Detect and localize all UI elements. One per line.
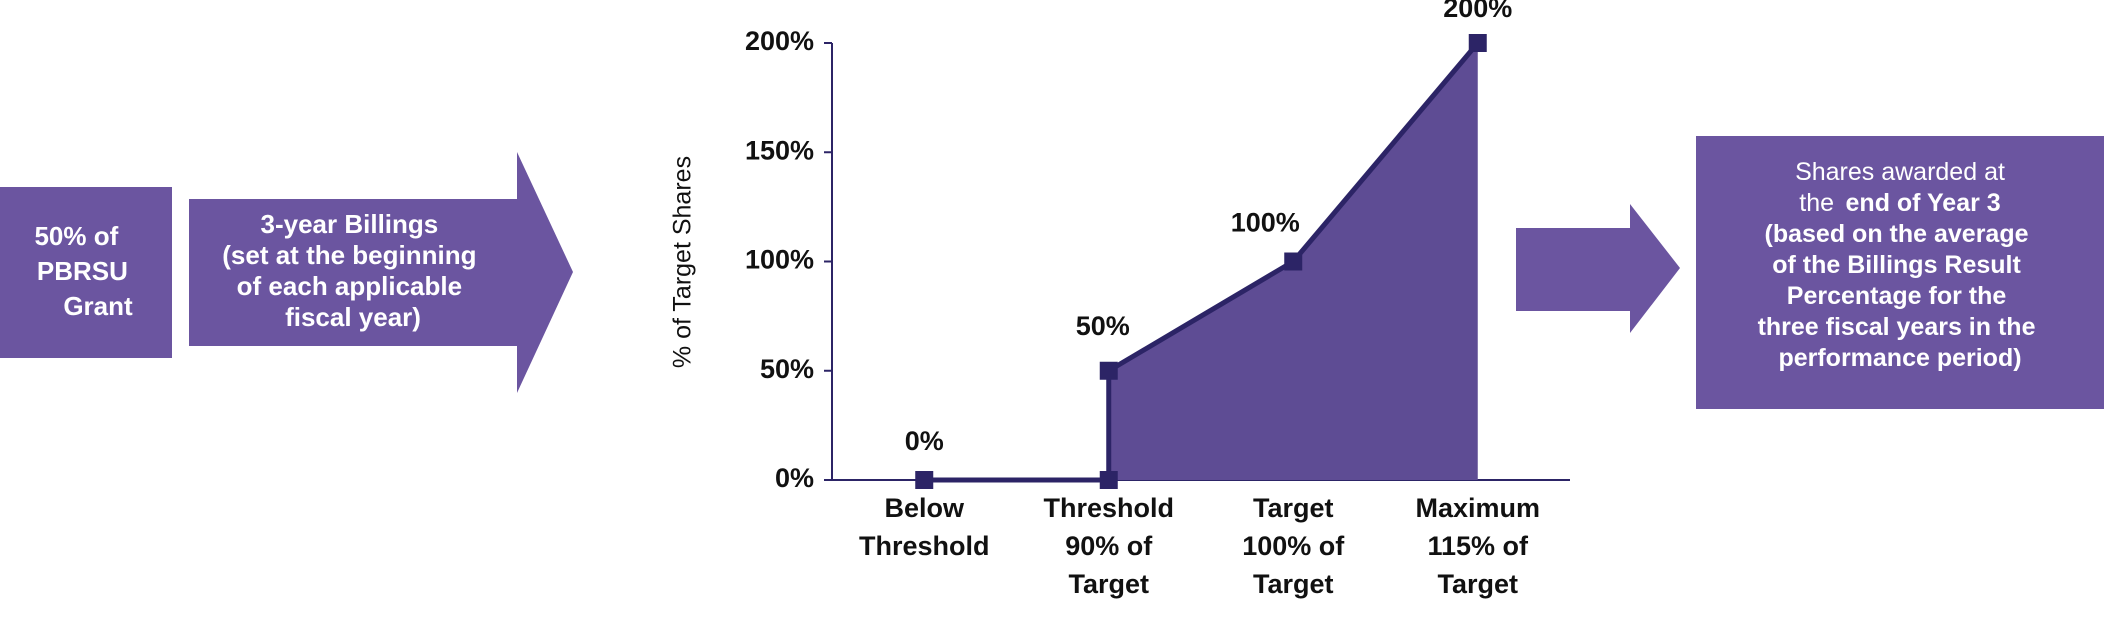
x-tick-line: Below — [884, 493, 965, 523]
line-segment — [1107, 259, 1295, 373]
marker — [1468, 34, 1487, 52]
shares-line: the — [1799, 189, 1834, 217]
value-label: 50% — [1076, 311, 1130, 341]
grant-line: PBRSU — [37, 256, 128, 286]
x-tick-label: Maximum 115% of Target — [1415, 493, 1540, 599]
shares-box — [1696, 136, 2104, 409]
billings-line: 3-year Billings — [261, 209, 439, 239]
x-tick-line: Target — [1253, 493, 1334, 523]
line-segment — [1291, 41, 1480, 264]
marker — [915, 471, 934, 489]
shares-line: Shares awarded at — [1795, 158, 2005, 186]
grant-box — [0, 187, 172, 358]
x-tick-label: Threshold 90% of Target — [1043, 493, 1174, 599]
x-tick-line: Target — [1068, 569, 1149, 599]
y-axis-title: % of Target Shares — [669, 156, 697, 368]
billings-arrow — [189, 152, 573, 393]
grant-line: 50% of — [34, 221, 118, 251]
shares-emphasis: end of Year 3 — [1846, 189, 2001, 217]
x-tick-line: Target — [1437, 569, 1518, 599]
value-label: 100% — [1231, 208, 1300, 238]
x-tick-line: Threshold — [859, 531, 990, 561]
x-tick-label: Below Threshold — [859, 493, 990, 561]
x-tick-line: Threshold — [1043, 493, 1174, 523]
shares-text: (based on the average of the Billings Re… — [1758, 220, 2043, 372]
billings-line: fiscal year) — [285, 302, 421, 332]
grant-line: Grant — [63, 291, 133, 321]
y-tick-label: 0% — [775, 463, 814, 493]
shares-line: (based on the average — [1765, 220, 2029, 248]
shares-text: the end of Year 3 — [1799, 189, 2000, 217]
y-tick-label: 50% — [760, 354, 814, 384]
shares-line: Percentage for the — [1787, 282, 2007, 310]
x-tick-line: 90% of — [1065, 531, 1153, 561]
billings-line: (set at the beginning — [222, 240, 476, 270]
y-tick-label: 150% — [745, 135, 814, 165]
billings-line: of each applicable — [237, 271, 462, 301]
x-tick-line: Maximum — [1415, 493, 1540, 523]
chart: 0%50%100%150%200%Below ThresholdThreshold… — [745, 0, 1570, 599]
y-tick-label: 100% — [745, 245, 814, 275]
marker — [1284, 252, 1303, 271]
shares-text: Shares awarded at — [1795, 158, 2005, 186]
shares-line: performance period) — [1778, 344, 2021, 372]
value-label: 0% — [905, 426, 944, 456]
x-tick-line: 115% of — [1427, 531, 1529, 561]
result-arrow — [1516, 204, 1680, 333]
x-tick-line: 100% of — [1242, 531, 1345, 561]
marker — [1099, 471, 1118, 489]
x-tick-label: Target 100% of Target — [1242, 493, 1345, 599]
billings-text: 3-year Billings (set at the beginning of… — [222, 209, 483, 332]
shares-line: three fiscal years in the — [1758, 313, 2036, 341]
value-label: 200% — [1443, 0, 1512, 23]
grant-text: 50% of PBRSU Grant — [34, 221, 135, 321]
shares-line: of the Billings Result — [1772, 251, 2021, 279]
x-tick-line: Target — [1253, 569, 1334, 599]
marker — [1099, 361, 1118, 380]
y-tick-label: 200% — [745, 26, 814, 56]
